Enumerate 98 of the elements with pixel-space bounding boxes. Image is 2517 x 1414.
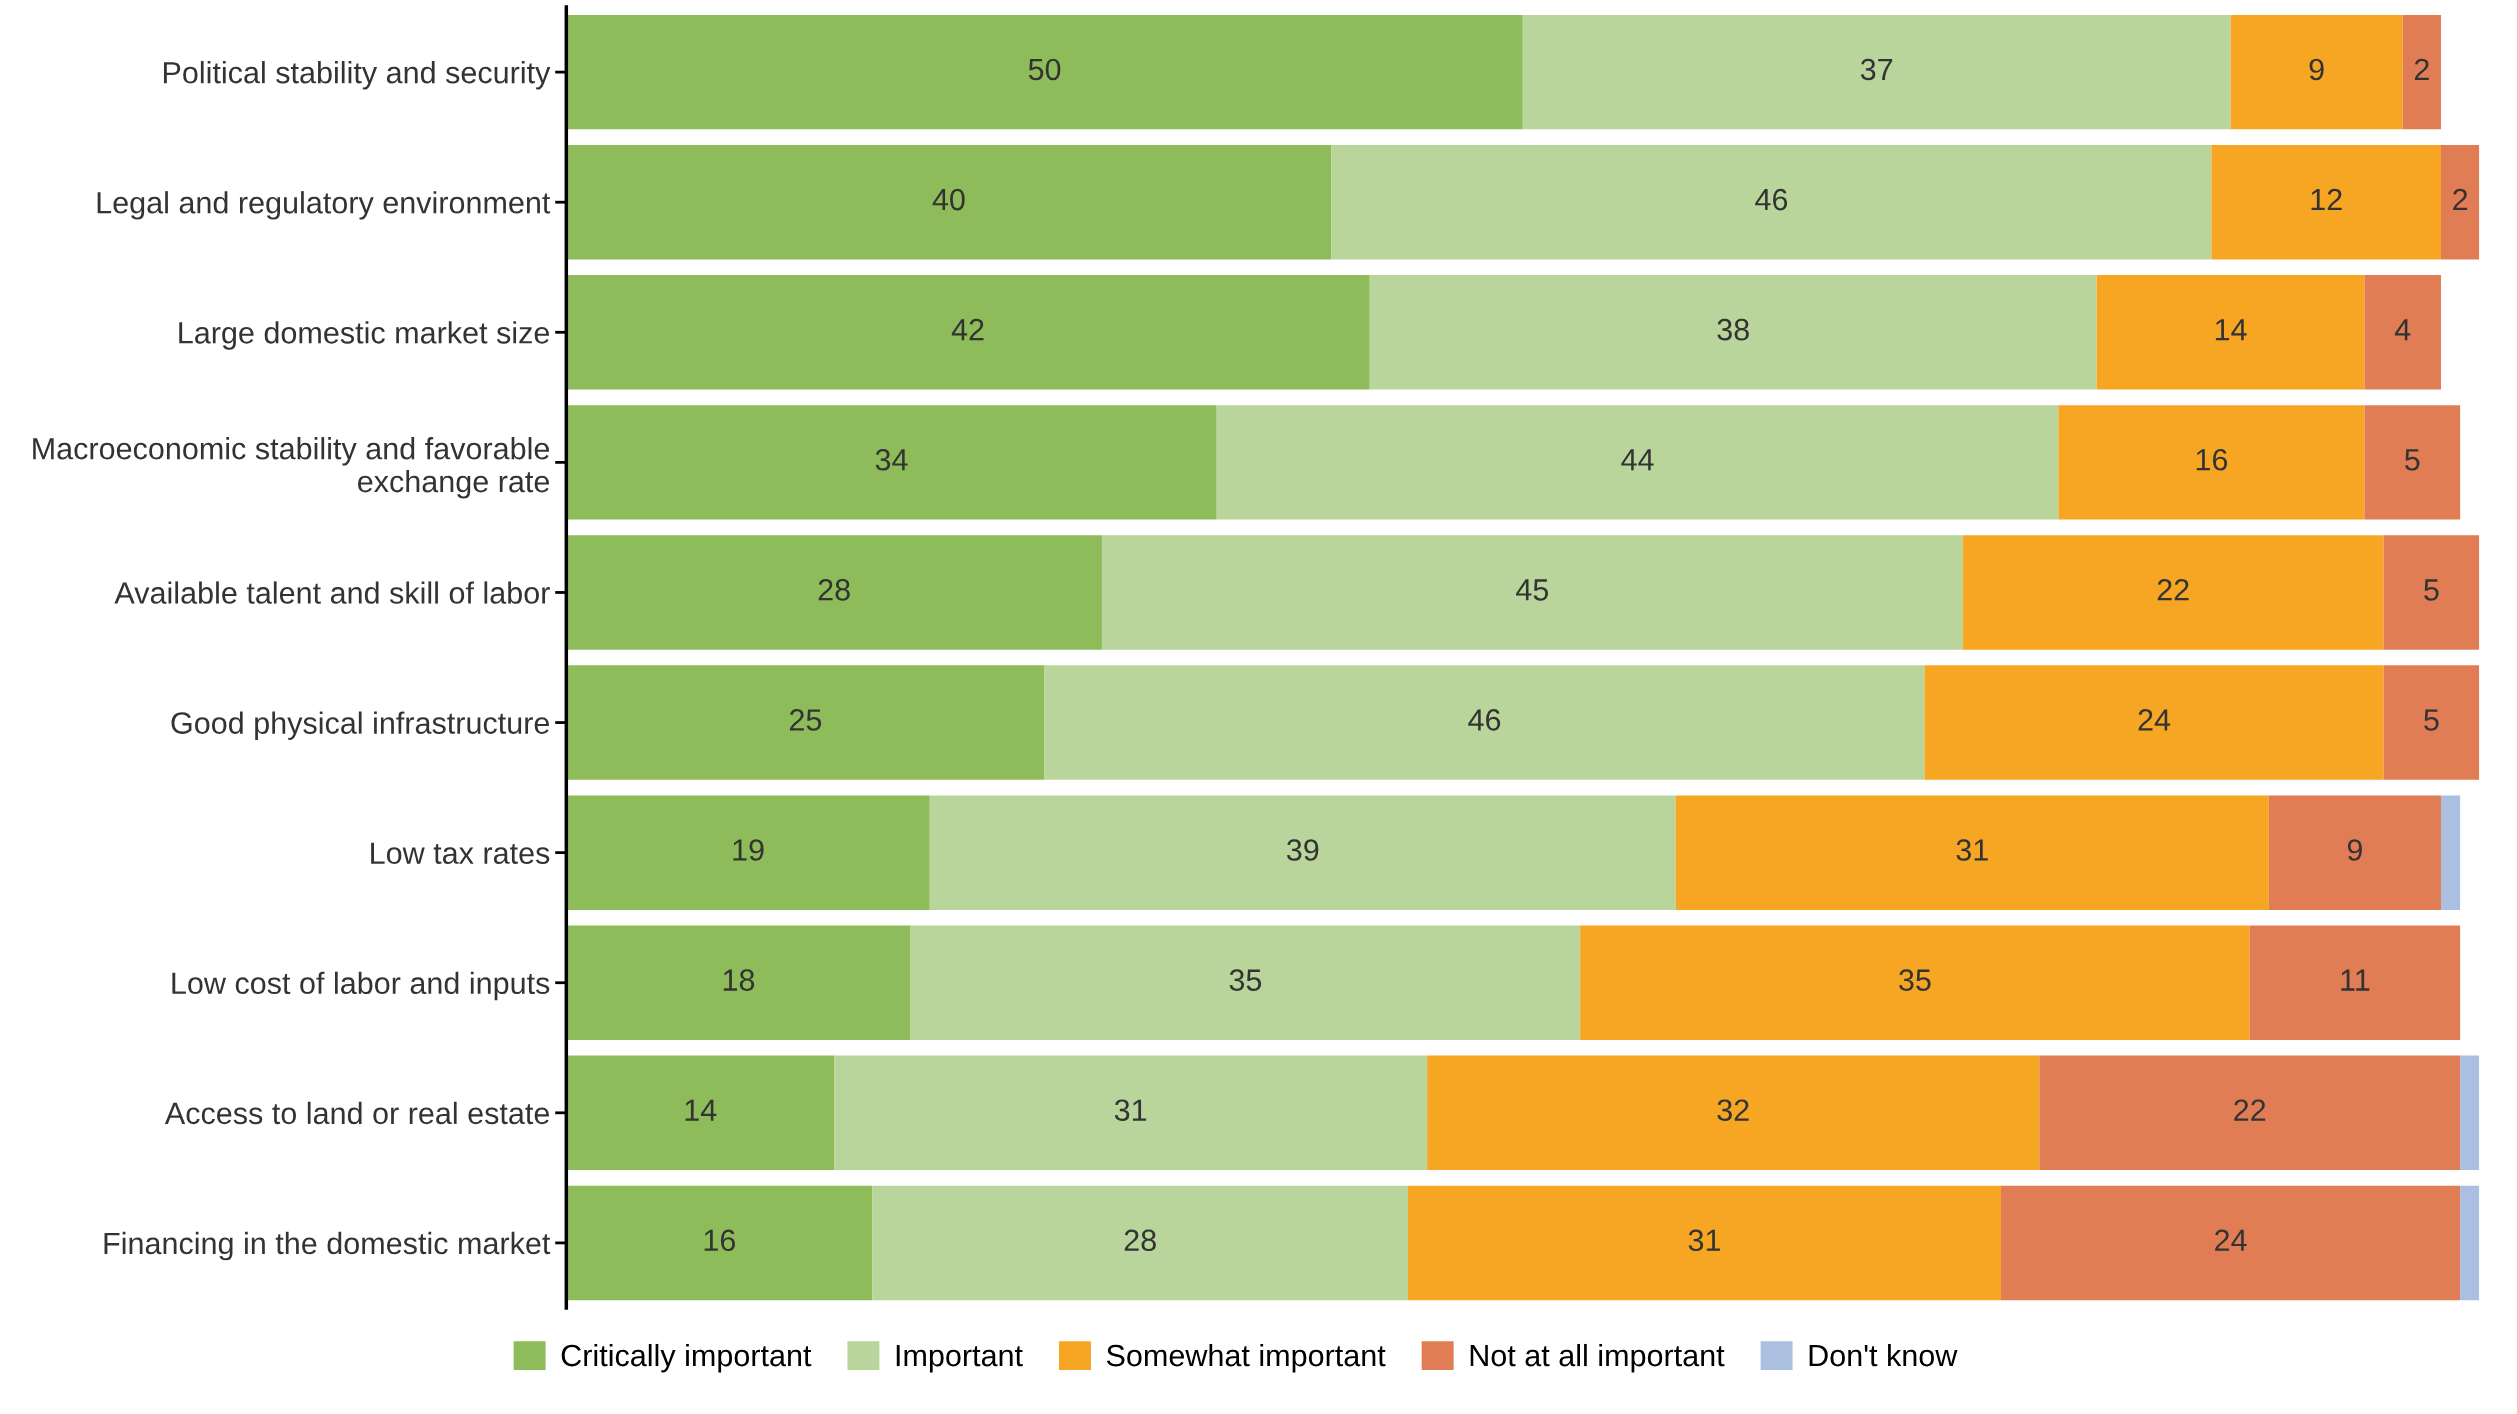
legend-label: Somewhat important [1106, 1343, 1386, 1373]
bar [2096, 275, 2365, 390]
bar [2211, 144, 2441, 260]
data-label: 31 [1956, 839, 1988, 861]
bar [566, 14, 1523, 130]
bar [2460, 1185, 2480, 1301]
bar [566, 275, 1370, 390]
bar [1408, 1185, 2002, 1301]
legend-label: Important [896, 1345, 1023, 1373]
data-label: 38 [1717, 318, 1749, 341]
bar [2460, 1055, 2480, 1171]
y-tick-label: Political stability and security [163, 61, 551, 90]
bar [566, 795, 930, 910]
data-label: 14 [685, 1099, 717, 1121]
y-tick-label: Good physical infrastructure [171, 711, 550, 740]
bar [566, 535, 1102, 650]
data-label: 28 [818, 579, 850, 601]
y-tick-label: Legal and regulatory environment [97, 191, 551, 220]
bar [2383, 535, 2480, 650]
data-label: 44 [1621, 449, 1654, 471]
data-label: 5 [2424, 709, 2439, 731]
data-label: 40 [932, 188, 965, 211]
data-label: 32 [1717, 1099, 1749, 1122]
bar [566, 1185, 873, 1301]
bar [2230, 14, 2403, 130]
data-label: 18 [723, 969, 755, 991]
bar [1580, 925, 2250, 1040]
data-label: 35 [1899, 969, 1931, 991]
bar [566, 144, 1332, 260]
y-tick-label: Macroeconomic stability and favorable exchange rate [33, 437, 550, 499]
bar [1924, 665, 2384, 780]
bar [2249, 925, 2461, 1040]
bar [2364, 275, 2441, 390]
bar [2001, 1185, 2461, 1301]
data-label: 12 [2311, 188, 2342, 211]
y-tick-label: Low cost of labor and inputs [172, 971, 550, 1001]
bar [1675, 795, 2269, 910]
data-label: 42 [951, 318, 984, 341]
data-label: 39 [1286, 839, 1319, 861]
bar [566, 1055, 835, 1171]
data-label: 11 [2341, 969, 2370, 991]
bar [566, 665, 1045, 780]
bar [1331, 144, 2212, 260]
data-label: 5 [2405, 449, 2420, 471]
bar [2440, 795, 2461, 910]
bar [2440, 144, 2480, 260]
data-label: 2 [2414, 58, 2429, 81]
bar [1962, 535, 2384, 650]
data-label: 31 [1114, 1099, 1147, 1122]
data-label: 2 [2453, 188, 2468, 211]
bar [2268, 795, 2441, 910]
bar [566, 925, 911, 1040]
bar [2364, 405, 2461, 520]
data-label: 16 [704, 1229, 736, 1252]
data-label: 31 [1688, 1229, 1721, 1252]
data-label: 22 [2157, 579, 2189, 601]
bar [566, 405, 1217, 520]
bar [2039, 1055, 2461, 1171]
bar [1044, 665, 1925, 780]
bar [2402, 14, 2441, 130]
bar [2383, 665, 2480, 780]
data-label: 35 [1229, 969, 1262, 991]
bar [1369, 275, 2097, 390]
bar [1522, 14, 2231, 130]
legend-label: Critically important [561, 1343, 812, 1373]
data-label: 45 [1516, 579, 1549, 601]
data-label: 19 [733, 839, 764, 861]
y-tick-label: Large domestic market size [179, 321, 550, 350]
data-label: 46 [1755, 188, 1788, 211]
bar [834, 1055, 1428, 1171]
data-label: 50 [1028, 58, 1061, 81]
bar [910, 925, 1581, 1040]
data-label: 37 [1860, 58, 1893, 81]
data-label: 34 [875, 448, 908, 471]
bar [2058, 405, 2365, 520]
data-label: 9 [2347, 839, 2362, 861]
data-label: 5 [2424, 579, 2439, 601]
y-tick-label: Available talent and skill of labor [114, 581, 550, 604]
bar [1101, 535, 1963, 650]
y-tick-label: Low tax rates [371, 842, 550, 865]
data-label: 24 [2138, 709, 2171, 731]
legend-label: Not at all important [1470, 1343, 1725, 1373]
bar [1427, 1055, 2040, 1171]
bar [872, 1185, 1409, 1301]
data-label: 22 [2234, 1099, 2266, 1121]
y-tick-label: Access to land or real estate [164, 1101, 550, 1125]
y-tick-label: Financing in the domestic market [104, 1231, 551, 1261]
data-label: 28 [1124, 1229, 1156, 1252]
data-label: 16 [2196, 448, 2228, 471]
legend-label: Don't know [1809, 1343, 1958, 1367]
data-label: 46 [1468, 709, 1501, 731]
data-label: 24 [2215, 1229, 2247, 1251]
bar [929, 795, 1676, 910]
data-label: 14 [2215, 319, 2247, 341]
data-label: 25 [789, 709, 822, 731]
data-label: 4 [2394, 319, 2411, 341]
bar [1216, 405, 2059, 520]
data-label: 9 [2309, 58, 2324, 81]
